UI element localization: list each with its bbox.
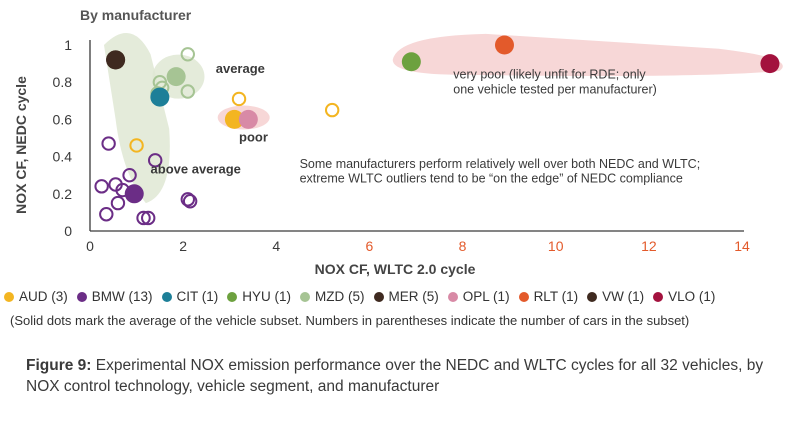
average-point [166,67,186,87]
y-tick-label: 0 [64,223,72,239]
chart-annotation: one vehicle tested per manufacturer) [453,82,657,96]
legend-swatch [653,291,664,302]
chart-axes: 0 2 4 6 8 10 12 14 0 0.2 0.4 0.6 0.8 1 [53,37,750,254]
x-tick-label: 4 [272,238,280,254]
x-tick-label: 0 [86,238,94,254]
chart-annotation: average [216,61,265,76]
data-point [94,179,109,194]
data-point [182,194,198,209]
average-point [124,184,144,204]
y-axis-title: NOX CF, NEDC cycle [13,76,29,214]
legend-item: VW (1) [587,289,644,304]
highlight-bands [103,33,783,204]
legend-label: MER (5) [388,289,439,304]
data-point [231,91,247,107]
average-point [760,54,780,74]
x-tick-label: 14 [734,238,750,254]
chart-annotation: very poor (likely unfit for RDE; only [453,67,646,81]
legend-label: VW (1) [602,289,645,304]
chart-annotation: poor [239,130,268,145]
data-point [129,138,144,153]
y-tick-label: 1 [64,37,72,53]
legend-swatch [76,291,87,302]
data-point [141,210,156,226]
legend-label: RLT (1) [533,289,579,304]
caption-label: Figure 9: [26,357,92,374]
data-point [324,102,340,118]
chart-annotation: Some manufacturers perform relatively we… [300,157,701,171]
legend-swatch [227,291,238,302]
legend-label: VLO (1) [668,289,716,304]
data-point [136,210,151,226]
legend-swatch [587,291,598,302]
x-tick-label: 10 [548,238,564,254]
y-tick-label: 0.6 [53,111,73,127]
caption-text: Experimental NOX emission performance ov… [26,357,764,395]
legend-swatch [373,291,384,302]
legend-item: OPL (1) [447,289,510,304]
legend-label: BMW (13) [91,289,153,304]
x-tick-label: 12 [641,238,657,254]
average-point [494,35,514,55]
chart-legend: AUD (3) BMW (13) CIT (1) HYU (1) MZD (5) MER … [4,289,800,304]
figure-caption: Figure 9: Experimental NOX emission perf… [26,355,766,397]
legend-swatch [4,291,14,302]
average-point [224,109,244,129]
legend-label: AUD (3) [19,289,68,304]
legend-label: CIT (1) [176,289,219,304]
chart-marks [94,35,780,226]
average-point [238,109,258,129]
average-point [150,87,170,107]
legend-swatch [518,291,529,302]
chart-title: By manufacturer [80,7,192,23]
x-axis-title: NOX CF, WLTC 2.0 cycle [315,261,476,277]
data-point [101,136,116,151]
legend-item: RLT (1) [518,289,579,304]
legend-swatch [161,291,172,302]
legend-swatch [300,291,311,302]
average-point [401,52,421,72]
chart-note: (Solid dots mark the average of the vehi… [10,313,690,328]
data-point [180,84,196,99]
legend-swatch [447,291,458,302]
data-point [180,47,196,62]
y-tick-label: 0.2 [53,186,73,202]
legend-item: HYU (1) [227,289,291,304]
legend-item: BMW (13) [76,289,153,304]
x-tick-label: 2 [179,238,187,254]
legend-item: MZD (5) [300,289,365,304]
very-poor-band [392,33,783,76]
y-tick-label: 0.8 [53,74,73,90]
data-point [122,168,137,183]
legend-item: CIT (1) [161,289,219,304]
chart-annotation: extreme WLTC outliers tend to be “on the… [300,172,683,186]
legend-label: OPL (1) [462,289,510,304]
legend-item: MER (5) [373,289,439,304]
legend-item: AUD (3) [4,289,68,304]
data-point [110,195,126,211]
legend-item: VLO (1) [653,289,715,304]
scatter-chart: 0 2 4 6 8 10 12 14 0 0.2 0.4 0.6 0.8 1 By manufacture… [13,7,783,277]
data-point [99,207,114,222]
average-point [106,50,126,70]
legend-label: HYU (1) [242,289,292,304]
data-point [148,153,163,168]
chart-labels: By manufacturer NOX CF, WLTC 2.0 cycle NOX… [13,7,700,277]
legend-label: MZD (5) [315,289,365,304]
x-tick-label: 8 [459,238,467,254]
y-tick-label: 0.4 [53,149,73,165]
chart-annotation: above average [151,161,241,176]
data-point [180,192,196,207]
x-tick-label: 6 [366,238,374,254]
